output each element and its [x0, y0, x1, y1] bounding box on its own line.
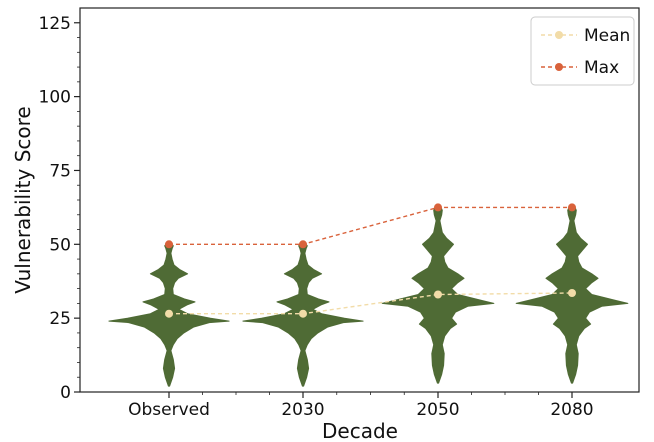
- y-axis-ticks: 0 25 50 75 100 125: [39, 14, 80, 403]
- legend-max-label: Max: [584, 58, 619, 78]
- y-tick-label: 125: [39, 14, 71, 34]
- x-tick-label: Observed: [128, 400, 210, 420]
- max-point: [299, 240, 307, 249]
- y-axis-label: Vulnerability Score: [11, 106, 35, 293]
- max-line: [169, 206, 572, 246]
- series-lines-layer: [165, 203, 576, 318]
- mean-point: [165, 309, 173, 318]
- max-point: [568, 203, 576, 212]
- y-tick-label: 0: [60, 383, 71, 403]
- mean-point: [434, 290, 442, 299]
- x-axis-ticks: Observed 2030 2050 2080: [128, 392, 594, 420]
- y-tick-label: 75: [49, 161, 71, 181]
- x-tick-label: 2030: [281, 400, 324, 420]
- x-axis-label: Decade: [322, 419, 398, 442]
- y-tick-label: 100: [39, 88, 71, 108]
- mean-point: [299, 309, 307, 318]
- x-tick-label: 2080: [550, 400, 593, 420]
- legend-max-marker: [555, 63, 563, 71]
- legend-mean-marker: [555, 31, 563, 39]
- x-tick-label: 2050: [416, 400, 459, 420]
- mean-line: [169, 292, 573, 315]
- max-point: [165, 240, 173, 249]
- y-tick-label: 25: [49, 309, 71, 329]
- mean-point: [568, 289, 576, 297]
- legend-mean-label: Mean: [584, 26, 630, 46]
- violins-layer: [108, 206, 629, 387]
- y-tick-label: 50: [49, 235, 71, 255]
- max-point: [434, 203, 442, 212]
- legend: Mean Max: [530, 16, 635, 86]
